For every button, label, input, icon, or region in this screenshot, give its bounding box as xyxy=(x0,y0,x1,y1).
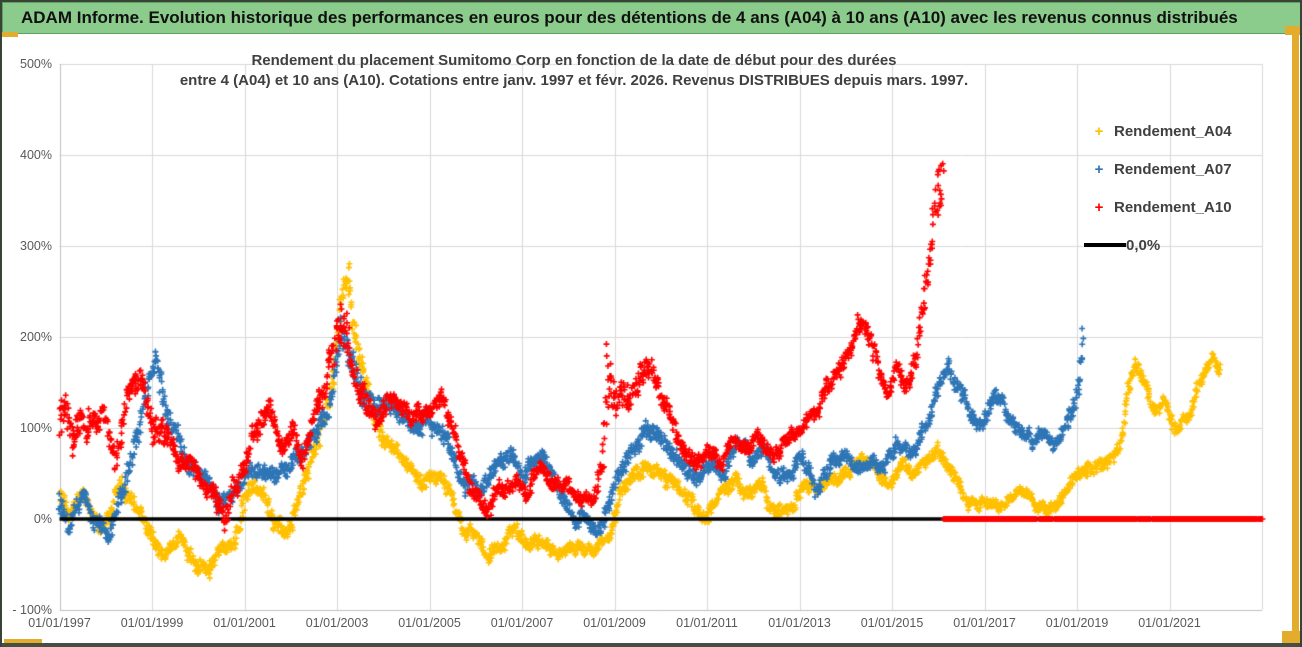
x-tick-label: 01/01/2005 xyxy=(398,616,461,630)
y-tick-label: - 100% xyxy=(12,603,52,617)
x-tick-label: 01/01/2015 xyxy=(860,616,924,630)
x-tick-label: 01/01/2011 xyxy=(676,616,738,630)
chart-title-line2: entre 4 (A04) et 10 ans (A10). Cotations… xyxy=(179,72,969,89)
x-tick-label: 01/01/1999 xyxy=(120,616,184,630)
legend-item: + Rendement_A04 xyxy=(1084,118,1232,144)
legend-marker-icon: + xyxy=(1094,198,1104,216)
x-tick-label: 01/01/2017 xyxy=(953,616,1016,630)
x-tick-label: 01/01/2001 xyxy=(213,616,276,630)
chart-title-line1: Rendement du placement Sumitomo Corp en … xyxy=(251,52,897,69)
accent-gold-right-strip xyxy=(1292,35,1299,635)
legend-item: 0,0% xyxy=(1084,232,1160,258)
legend-label: 0,0% xyxy=(1126,236,1161,254)
y-tick-label: 500% xyxy=(20,57,52,71)
x-tick-label: 01/01/2021 xyxy=(1138,616,1201,630)
x-tick-label: 01/01/2019 xyxy=(1045,616,1109,630)
y-tick-label: 200% xyxy=(20,330,52,344)
legend-label: Rendement_A07 xyxy=(1114,160,1232,178)
accent-gold-bottom-right xyxy=(1282,631,1300,645)
accent-gold-top-right xyxy=(1285,26,1300,35)
y-tick-label: 300% xyxy=(20,239,52,253)
x-tick-label: 01/01/1997 xyxy=(28,616,91,630)
legend-marker-icon: + xyxy=(1094,160,1104,178)
x-tick-label: 01/01/2007 xyxy=(490,616,554,630)
x-tick-label: 01/01/2013 xyxy=(768,616,831,630)
legend-marker-icon: + xyxy=(1094,122,1104,140)
legend-line-swatch xyxy=(1084,243,1126,247)
y-tick-label: 400% xyxy=(20,148,52,162)
legend-label: Rendement_A04 xyxy=(1114,122,1232,140)
y-tick-label: 0% xyxy=(33,512,52,526)
bottom-border-bar xyxy=(2,643,1300,647)
legend-label: Rendement_A10 xyxy=(1114,198,1232,216)
accent-gold-top-left xyxy=(2,32,18,37)
legend-item: + Rendement_A07 xyxy=(1084,156,1232,182)
legend-item: + Rendement_A10 xyxy=(1084,194,1232,220)
x-tick-label: 01/01/2003 xyxy=(305,616,369,630)
chart-title: Rendement du placement Sumitomo Corp en … xyxy=(59,51,1089,91)
x-tick-label: 01/01/2009 xyxy=(583,616,646,630)
y-tick-label: 100% xyxy=(20,421,52,435)
accent-gold-bottom-left xyxy=(4,639,42,645)
